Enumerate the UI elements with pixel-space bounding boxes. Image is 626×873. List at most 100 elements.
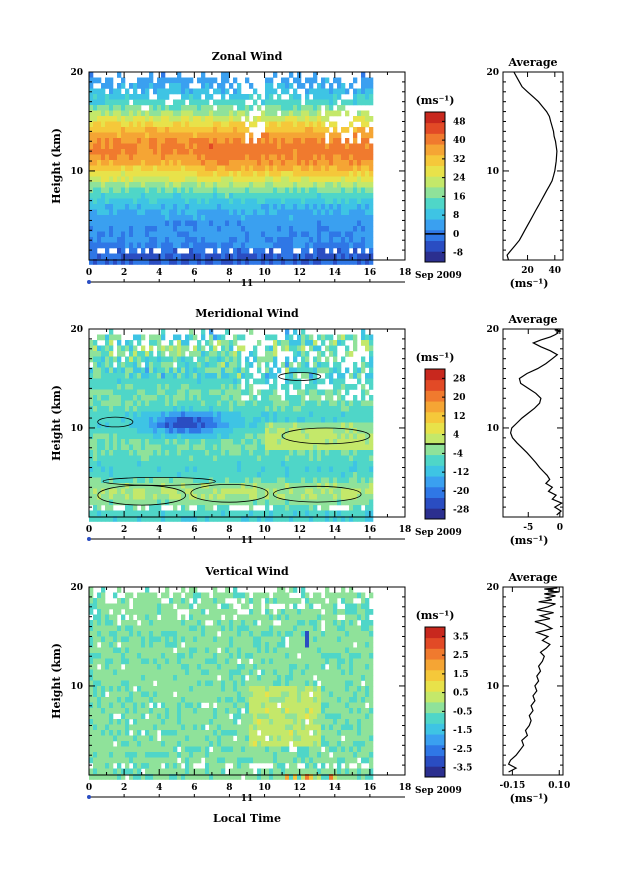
heatmap-cell (309, 422, 314, 429)
heatmap-cell (341, 160, 346, 166)
heatmap-cell (101, 127, 106, 133)
heatmap-cell (317, 248, 322, 254)
heatmap-cell (209, 105, 214, 111)
heatmap-cell (213, 160, 218, 166)
heatmap-cell (305, 603, 310, 610)
heatmap-cell (165, 149, 170, 155)
heatmap-cell (97, 182, 102, 188)
heatmap-cell (117, 598, 122, 604)
heatmap-cell (201, 182, 206, 188)
heatmap-cell (221, 171, 226, 177)
heatmap-cell (305, 499, 310, 506)
heatmap-cell (277, 171, 282, 177)
heatmap-cell (153, 603, 158, 610)
heatmap-cell (353, 488, 358, 495)
heatmap-cell (157, 215, 162, 221)
heatmap-cell (133, 198, 138, 205)
heatmap-cell (89, 215, 94, 221)
heatmap-cell (229, 105, 234, 111)
heatmap-cell (173, 417, 178, 423)
heatmap-cell (113, 592, 118, 599)
heatmap-cell (137, 105, 142, 111)
heatmap-cell (105, 411, 110, 418)
heatmap-cell (105, 237, 110, 243)
heatmap-cell (205, 259, 210, 265)
heatmap-cell (157, 242, 162, 249)
heatmap-cell (97, 367, 102, 374)
heatmap-cell (325, 406, 330, 412)
heatmap-cell (361, 253, 366, 260)
heatmap-cell (233, 455, 238, 462)
colorbar-label: 4 (453, 431, 459, 441)
heatmap-cell (141, 121, 146, 128)
heatmap-cell (225, 220, 230, 227)
heatmap-cell (137, 204, 142, 210)
heatmap-cell (313, 466, 318, 473)
heatmap-cell (181, 466, 186, 473)
heatmap-cell (129, 209, 134, 216)
heatmap-cell (209, 77, 214, 84)
heatmap-cell (257, 428, 262, 434)
heatmap-cell (329, 259, 334, 265)
heatmap-cell (297, 334, 302, 341)
heatmap-cell (197, 237, 202, 243)
heatmap-cell (369, 428, 374, 434)
heatmap-cell (309, 444, 314, 451)
heatmap-cell (369, 483, 374, 489)
heatmap-cell (369, 439, 374, 445)
heatmap-cell (165, 88, 170, 95)
heatmap-cell (313, 165, 318, 172)
heatmap-cell (249, 231, 254, 238)
heatmap-cell (93, 149, 98, 155)
heatmap-cell (245, 242, 250, 249)
heatmap-cell (209, 378, 214, 385)
heatmap-cell (353, 499, 358, 506)
heatmap-cell (233, 253, 238, 260)
heatmap-cell (277, 510, 282, 517)
heatmap-cell (313, 455, 318, 462)
heatmap-cell (257, 444, 262, 451)
heatmap-cell (221, 378, 226, 385)
heatmap-cell (241, 127, 246, 133)
heatmap-cell (333, 220, 338, 227)
heatmap-cell (349, 411, 354, 418)
heatmap-cell (341, 88, 346, 95)
heatmap-cell (165, 378, 170, 385)
colorbar-label: 0 (453, 230, 459, 240)
heatmap-cell (233, 340, 238, 346)
heatmap-cell (233, 433, 238, 440)
heatmap-cell (125, 138, 130, 144)
heatmap-cell (361, 603, 366, 610)
heatmap-cell (357, 237, 362, 243)
heatmap-cell (245, 143, 250, 150)
heatmap-cell (285, 226, 290, 232)
heatmap-cell (217, 367, 222, 374)
heatmap-cell (241, 187, 246, 194)
heatmap-cell (333, 362, 338, 368)
heatmap-cell (341, 510, 346, 517)
heatmap-cell (341, 83, 346, 89)
heatmap-cell (313, 160, 318, 166)
colorbar-swatch (425, 465, 445, 477)
heatmap-cell (309, 105, 314, 111)
heatmap-cell (141, 204, 146, 210)
heatmap-cell (173, 215, 178, 221)
heatmap-cell (321, 116, 326, 122)
heatmap-cell (173, 143, 178, 150)
heatmap-cell (141, 510, 146, 517)
date-month-label: Sep 2009 (415, 271, 462, 281)
heatmap-cell (93, 110, 98, 117)
heatmap-cell (293, 477, 298, 484)
heatmap-cell (269, 226, 274, 232)
heatmap-cell (121, 439, 126, 445)
heatmap-cell (213, 422, 218, 429)
heatmap-cell (169, 455, 174, 462)
heatmap-cell (197, 99, 202, 106)
heatmap-cell (177, 231, 182, 238)
heatmap-cell (285, 444, 290, 451)
heatmap-cell (137, 351, 142, 357)
heatmap-cell (329, 149, 334, 155)
heatmap-cell (117, 373, 122, 379)
heatmap-cell (129, 472, 134, 478)
heatmap-cell (233, 494, 238, 500)
